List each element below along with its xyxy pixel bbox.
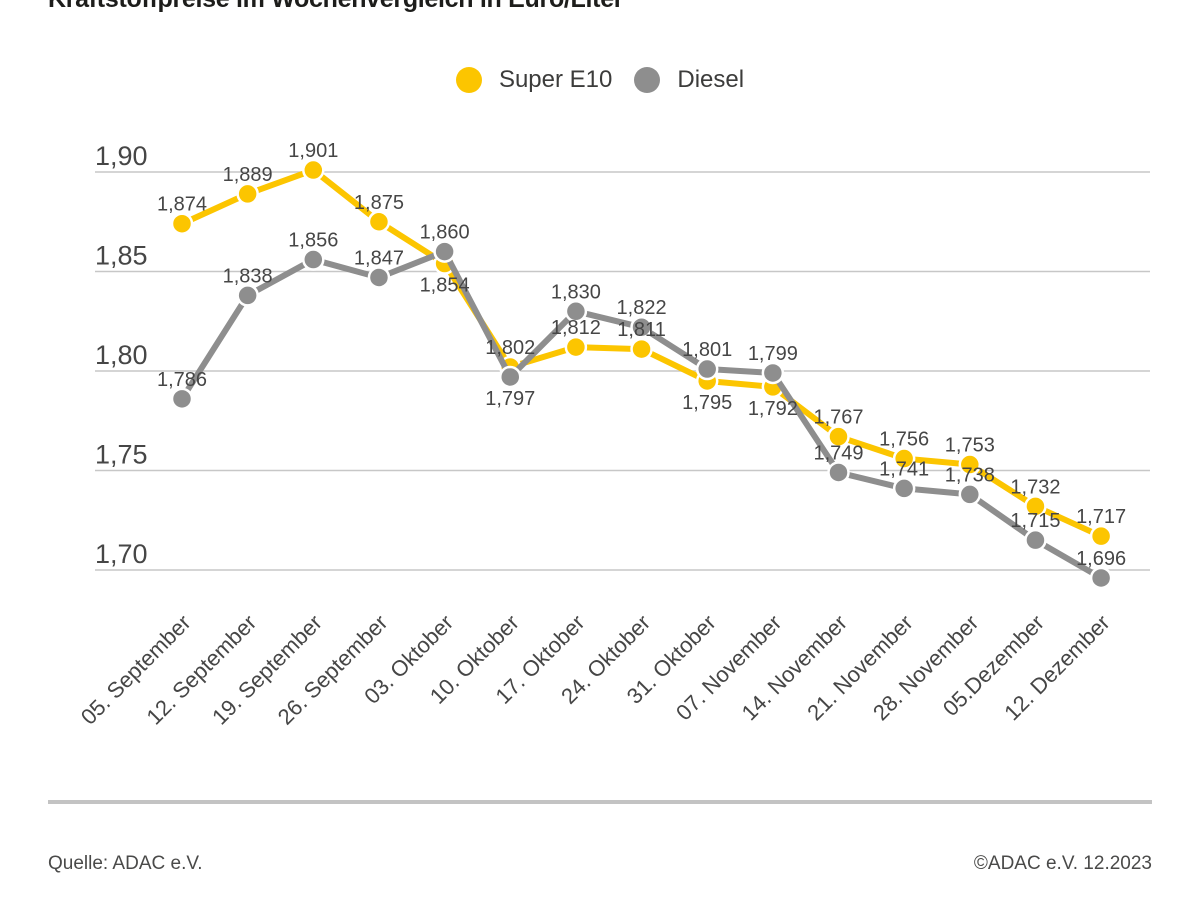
data-label-super-e10: 1,756 — [879, 429, 929, 451]
data-label-diesel: 1,847 — [354, 247, 404, 269]
data-point-super-e10 — [367, 210, 391, 233]
data-point-super-e10 — [958, 453, 982, 476]
y-axis-tick-label: 1,85 — [95, 241, 148, 271]
data-label-diesel: 1,860 — [420, 222, 470, 244]
data-point-diesel — [1089, 566, 1113, 590]
y-axis-tick-label: 1,80 — [95, 340, 148, 370]
data-label-diesel: 1,797 — [485, 388, 535, 410]
data-point-super-e10 — [564, 335, 588, 359]
data-label-super-e10: 1,889 — [223, 164, 273, 186]
data-point-super-e10 — [236, 182, 259, 206]
data-point-diesel — [695, 357, 719, 381]
data-point-super-e10 — [170, 212, 194, 235]
y-axis-tick-label: 1,75 — [95, 440, 148, 470]
data-label-super-e10: 1,811 — [617, 319, 666, 341]
data-point-diesel — [564, 300, 588, 323]
legend-label-diesel: Diesel — [677, 66, 745, 93]
legend-item-diesel: Diesel — [634, 66, 744, 94]
data-label-super-e10: 1,901 — [288, 140, 338, 162]
copyright-note: ©ADAC e.V. 12.2023 — [973, 853, 1152, 874]
data-point-super-e10 — [892, 447, 916, 470]
data-point-super-e10 — [1089, 524, 1113, 548]
data-label-super-e10: 1,717 — [1076, 506, 1126, 528]
data-point-diesel — [958, 483, 982, 506]
data-label-super-e10: 1,732 — [1010, 476, 1060, 498]
data-point-diesel — [1024, 528, 1047, 552]
data-point-super-e10 — [302, 158, 325, 182]
data-point-diesel — [761, 361, 785, 385]
data-label-diesel: 1,738 — [945, 464, 995, 486]
data-label-diesel: 1,741 — [879, 458, 929, 480]
data-point-super-e10 — [827, 425, 850, 448]
data-label-diesel: 1,749 — [813, 442, 863, 464]
data-label-super-e10: 1,792 — [748, 398, 798, 420]
data-label-super-e10: 1,812 — [551, 317, 601, 339]
data-point-super-e10 — [630, 337, 653, 361]
y-axis-tick-label: 1,90 — [95, 141, 148, 171]
x-axis-label: 05. September — [76, 610, 196, 730]
data-label-diesel: 1,696 — [1076, 548, 1126, 570]
data-label-super-e10: 1,874 — [157, 194, 207, 216]
data-label-diesel: 1,715 — [1010, 510, 1060, 532]
data-point-super-e10 — [1024, 495, 1047, 518]
data-point-diesel — [367, 266, 391, 289]
data-label-super-e10: 1,795 — [682, 392, 732, 414]
source-note: Quelle: ADAC e.V. — [48, 853, 203, 874]
data-label-diesel: 1,799 — [748, 343, 798, 365]
data-label-diesel: 1,856 — [288, 230, 338, 252]
data-point-diesel — [827, 461, 850, 484]
diesel-swatch-icon — [634, 67, 661, 93]
footer: Quelle: ADAC e.V. ©ADAC e.V. 12.2023 — [0, 853, 1200, 875]
data-label-diesel: 1,786 — [157, 369, 207, 391]
footer-divider — [48, 800, 1152, 804]
data-point-diesel — [302, 248, 325, 271]
legend-label-super-e10: Super E10 — [498, 66, 613, 93]
data-point-diesel — [630, 315, 653, 339]
y-axis-tick-label: 1,70 — [95, 539, 148, 569]
data-label-super-e10: 1,875 — [354, 192, 404, 214]
data-label-diesel: 1,838 — [223, 265, 273, 287]
data-point-diesel — [170, 387, 194, 411]
data-point-diesel — [236, 284, 259, 307]
data-label-diesel: 1,822 — [617, 297, 667, 319]
data-label-diesel: 1,830 — [551, 281, 601, 303]
legend-item-super-e10: Super E10 — [455, 66, 613, 94]
super-e10-swatch-icon — [455, 67, 482, 93]
data-point-diesel — [892, 477, 916, 500]
data-point-diesel — [433, 240, 456, 263]
data-label-super-e10: 1,767 — [813, 407, 863, 429]
data-label-diesel: 1,801 — [682, 339, 732, 361]
data-label-super-e10: 1,854 — [420, 275, 470, 297]
data-label-super-e10: 1,753 — [945, 435, 995, 457]
data-point-diesel — [499, 365, 522, 389]
chart-title: Kraftstoffpreise im Wochenvergleich in E… — [48, 0, 624, 14]
data-label-super-e10: 1,802 — [485, 337, 535, 359]
legend: Super E10 Diesel — [0, 66, 1200, 94]
